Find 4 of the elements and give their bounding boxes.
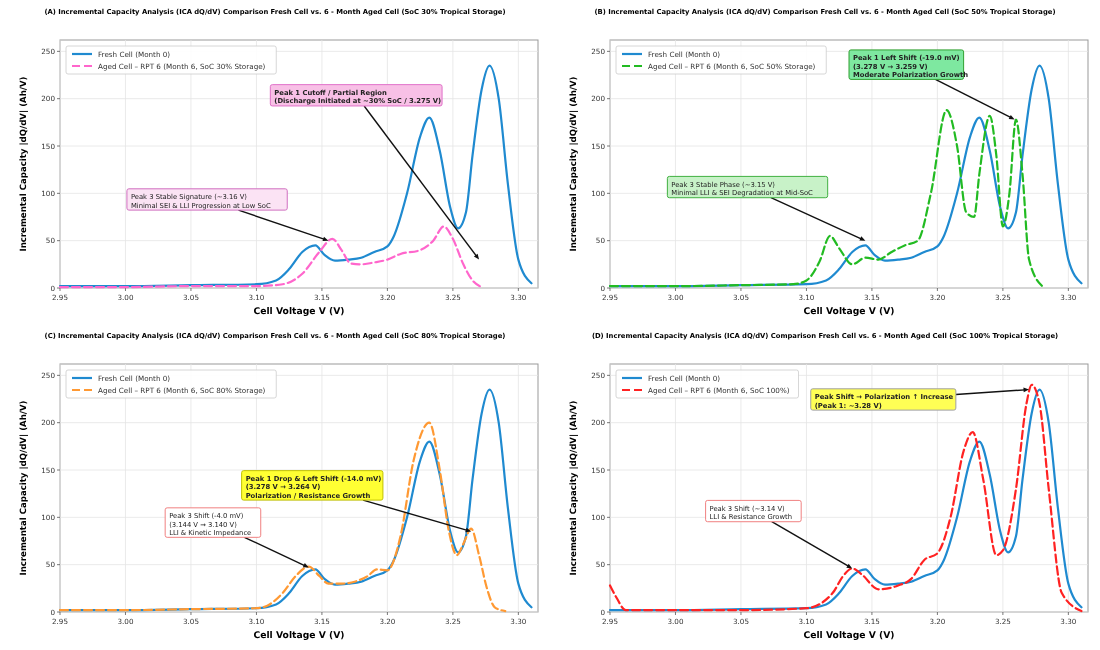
line-series <box>608 108 1044 288</box>
line-series <box>58 421 507 613</box>
line-series <box>58 64 533 288</box>
line-series <box>58 225 483 289</box>
